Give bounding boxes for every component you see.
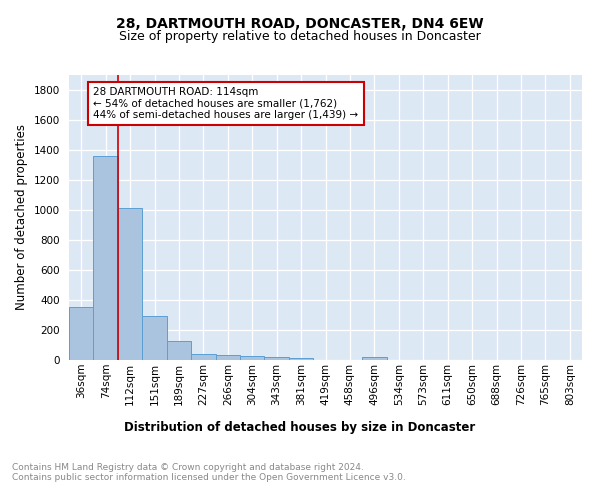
Bar: [289, 358, 313, 360]
Text: 28, DARTMOUTH ROAD, DONCASTER, DN4 6EW: 28, DARTMOUTH ROAD, DONCASTER, DN4 6EW: [116, 18, 484, 32]
Text: Distribution of detached houses by size in Doncaster: Distribution of detached houses by size …: [124, 421, 476, 434]
Bar: [118, 208, 142, 360]
Bar: [191, 354, 215, 360]
Text: 28 DARTMOUTH ROAD: 114sqm
← 54% of detached houses are smaller (1,762)
44% of se: 28 DARTMOUTH ROAD: 114sqm ← 54% of detac…: [94, 87, 359, 120]
Text: Size of property relative to detached houses in Doncaster: Size of property relative to detached ho…: [119, 30, 481, 43]
Text: Contains HM Land Registry data © Crown copyright and database right 2024.
Contai: Contains HM Land Registry data © Crown c…: [12, 463, 406, 482]
Y-axis label: Number of detached properties: Number of detached properties: [15, 124, 28, 310]
Bar: [69, 306, 94, 360]
Bar: [240, 356, 265, 360]
Bar: [362, 357, 386, 360]
Bar: [215, 355, 240, 360]
Bar: [94, 156, 118, 360]
Bar: [167, 340, 191, 360]
Bar: [142, 316, 167, 360]
Bar: [265, 358, 289, 360]
